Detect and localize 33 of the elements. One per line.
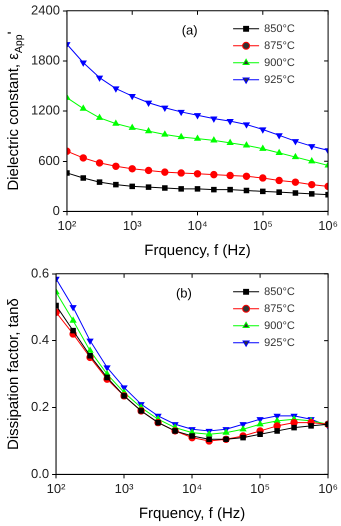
x-tick-label: 10⁴ [187, 218, 208, 233]
x-tick-label: 10⁴ [182, 480, 202, 496]
y-tick-label: 2400 [31, 2, 60, 18]
x-tick-label: 10⁶ [318, 218, 338, 233]
x-tick-label: 10³ [122, 218, 142, 233]
x-tick-label: 10⁵ [250, 480, 270, 496]
y-tick-label: 0 [52, 202, 60, 218]
y-axis-title: Dielectric constant, εApp' [5, 31, 26, 191]
legend-label: 900°C [264, 56, 295, 69]
x-axis-title: Frquency, f (Hz) [144, 242, 251, 260]
x-tick-label: 10² [46, 480, 66, 496]
x-tick-label: 10² [58, 218, 77, 233]
legend-label: 850°C [264, 286, 295, 298]
annotation: (a) [182, 22, 198, 38]
x-tick-label: 10³ [114, 480, 134, 496]
legend-label: 875°C [264, 302, 295, 315]
y-tick-label: 1800 [31, 52, 60, 68]
y-axis-title: Dissipation factor, tanδ [5, 298, 22, 450]
x-tick-label: 10⁶ [318, 480, 338, 496]
y-tick-label: 0.2 [30, 399, 50, 414]
y-tick-label: 0.4 [30, 332, 50, 348]
annotation: (b) [176, 285, 192, 300]
y-tick-label: 0.6 [30, 265, 50, 280]
y-tick-label: 600 [38, 152, 60, 168]
legend-label: 900°C [264, 320, 295, 332]
legend-label: 850°C [264, 22, 295, 35]
x-axis-title: Frquency, f (Hz) [138, 505, 246, 522]
x-tick-label: 10⁵ [252, 218, 273, 233]
y-tick-label: 0.0 [30, 466, 50, 481]
legend-label: 925°C [264, 74, 295, 86]
legend-label: 925°C [264, 336, 295, 349]
legend-label: 875°C [264, 40, 295, 52]
y-tick-label: 1200 [31, 102, 60, 118]
